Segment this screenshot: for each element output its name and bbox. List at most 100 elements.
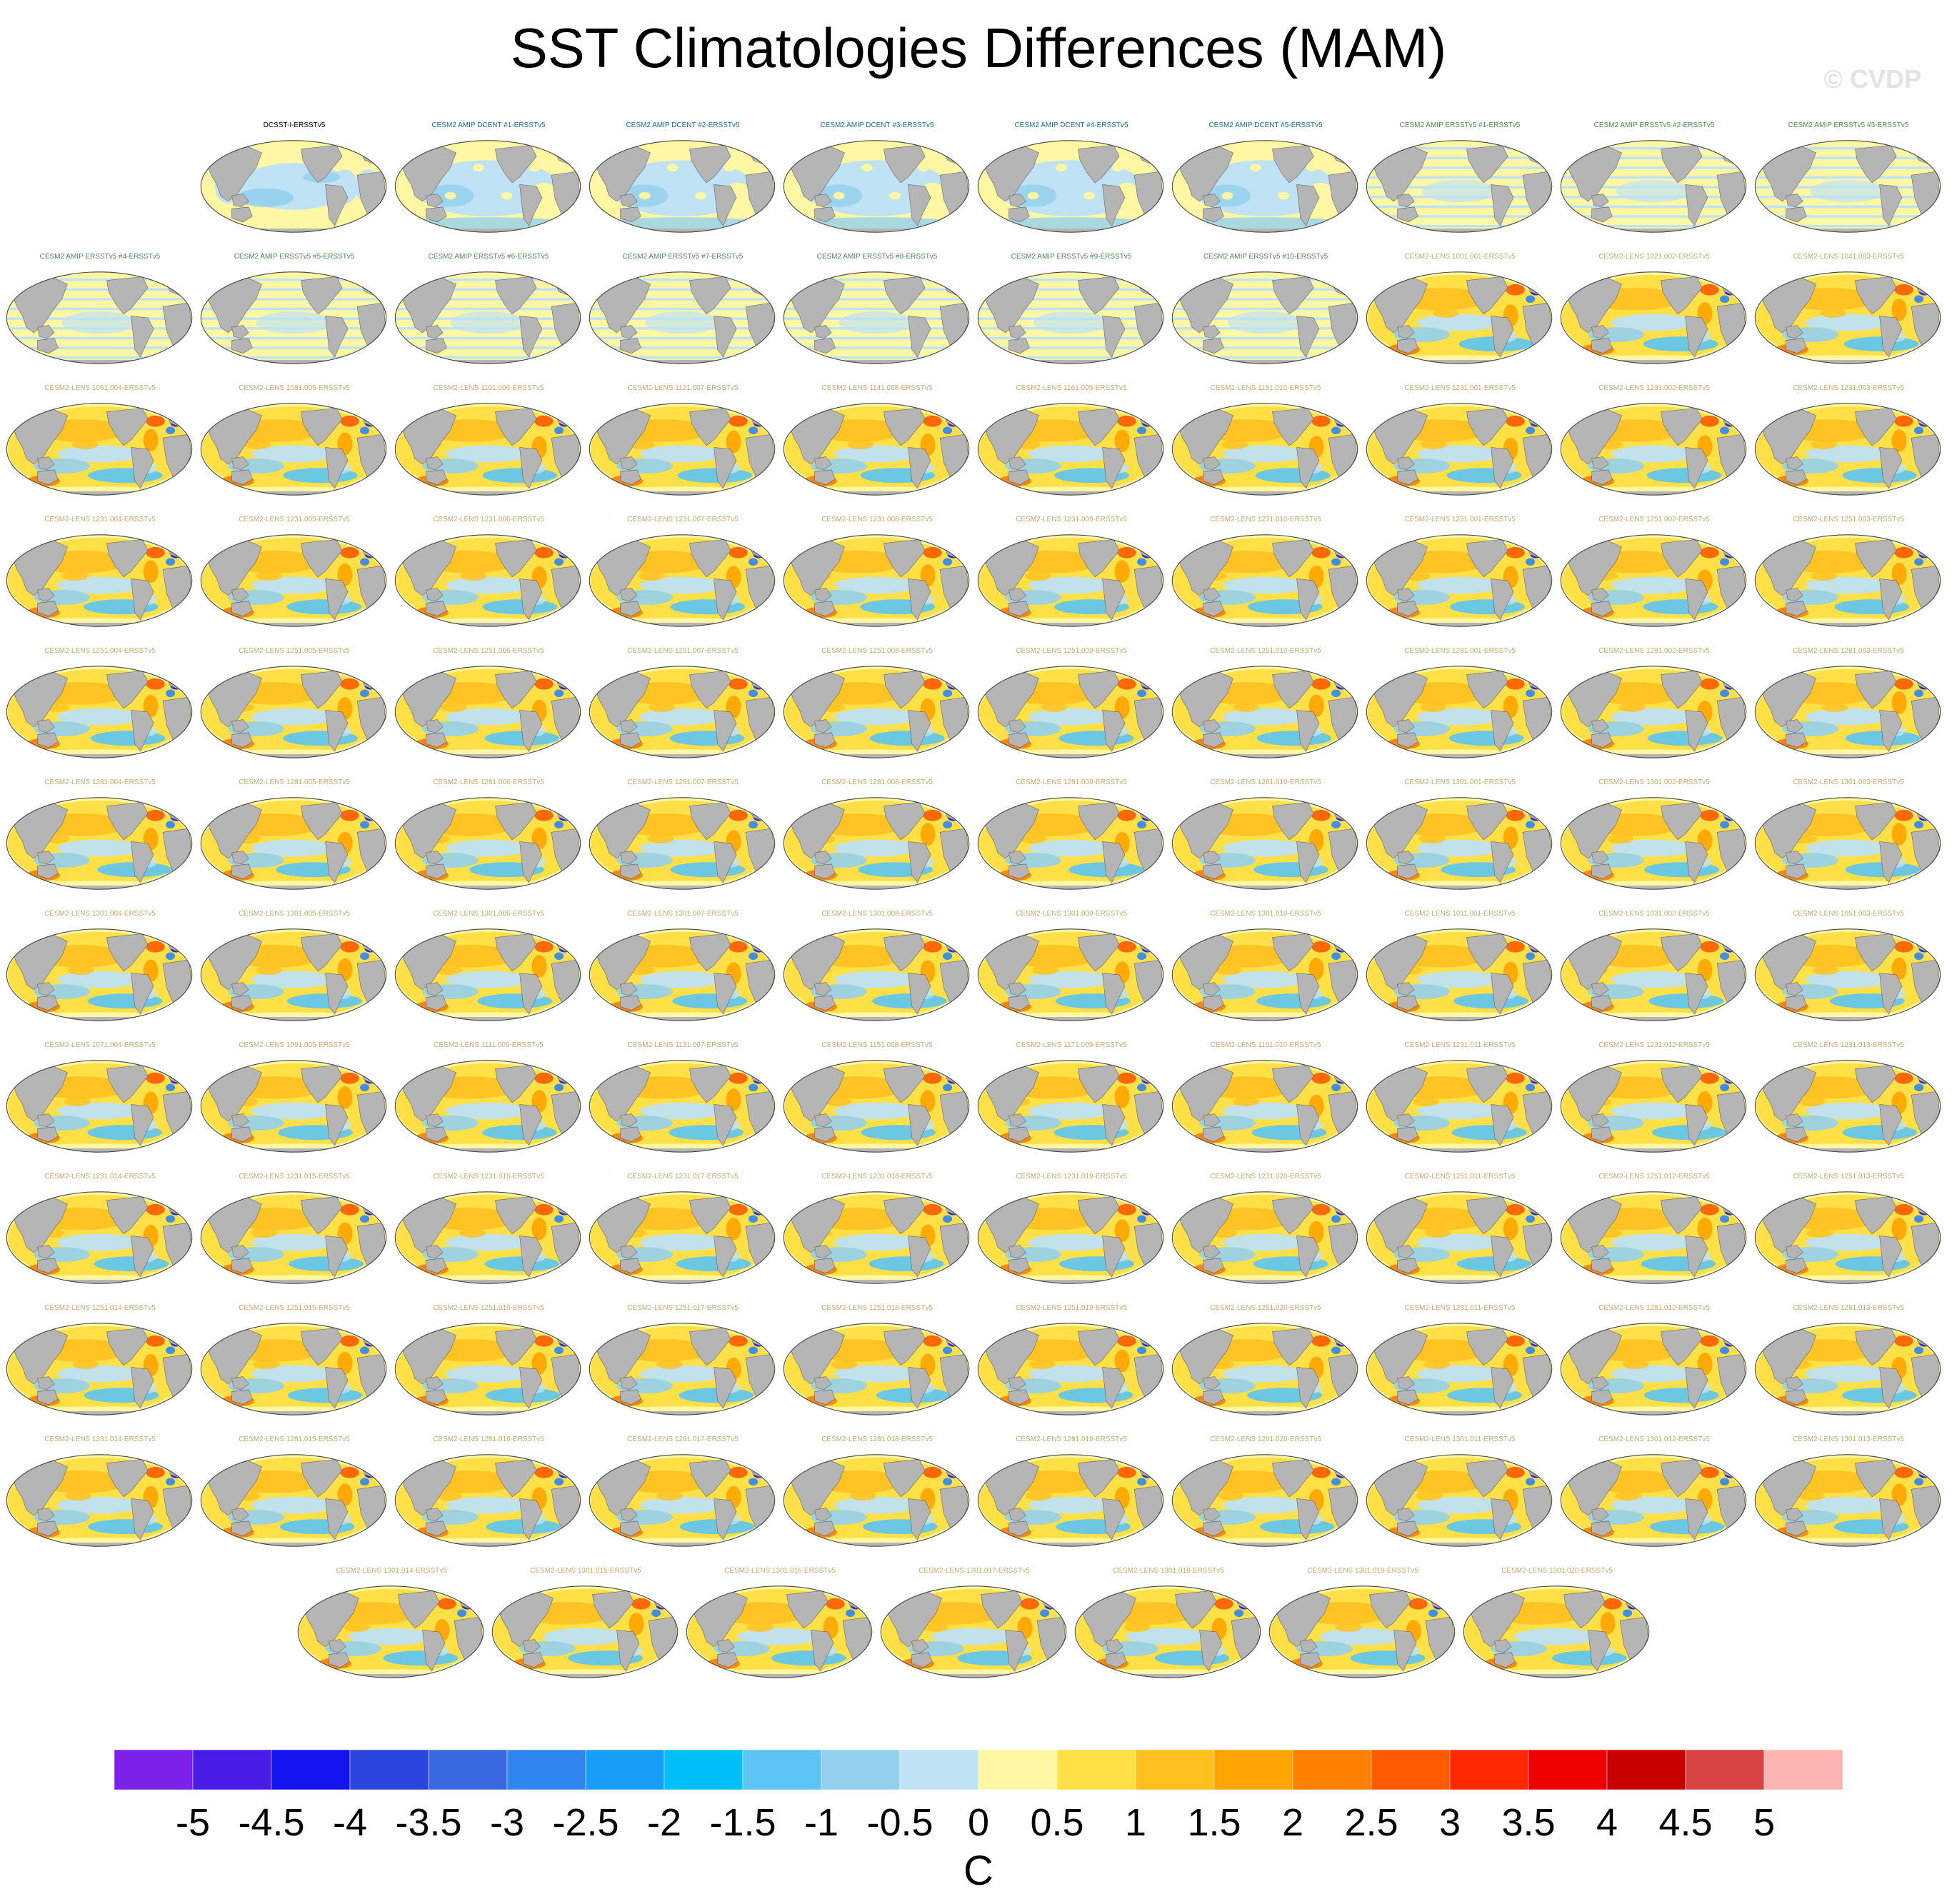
sst-difference-map	[977, 534, 1164, 627]
sst-difference-map	[6, 403, 193, 496]
sst-difference-map	[1366, 534, 1553, 627]
sst-difference-map	[6, 534, 193, 627]
map-panel: CESM2-LENS 1231.004-ERSSTv5	[6, 516, 194, 636]
panel-title: CESM2-LENS 1301.002-ERSSTv5	[1598, 778, 1710, 786]
panel-title: CESM2-LENS 1231.014-ERSSTv5	[44, 1173, 156, 1181]
map-panel: CESM2 AMIP DCENT #5-ERSSTv5	[1171, 121, 1360, 241]
panel-title: CESM2-LENS 1081.005-ERSSTv5	[239, 384, 350, 392]
colorbar-swatch	[978, 1750, 1058, 1790]
sst-difference-map	[297, 1585, 484, 1678]
colorbar-tick-label: 5	[1753, 1801, 1775, 1844]
sst-difference-map	[1366, 271, 1553, 364]
sst-difference-map	[200, 1191, 387, 1284]
panel-title: CESM2-LENS 1281.004-ERSSTv5	[44, 778, 156, 786]
colorbar-swatch	[506, 1750, 586, 1790]
sst-difference-map	[589, 1323, 776, 1416]
map-panel: CESM2-LENS 1281.014-ERSSTv5	[6, 1435, 194, 1555]
sst-difference-map	[6, 1060, 193, 1153]
colorbar-swatch	[1371, 1750, 1451, 1790]
sst-difference-map	[1560, 1323, 1747, 1416]
map-panel: CESM2 AMIP ERSSTv5 #5-ERSSTv5	[200, 253, 389, 373]
sst-difference-map	[589, 403, 776, 496]
sst-difference-map	[880, 1585, 1067, 1678]
map-panel: CESM2-LENS 1161.009-ERSSTv5	[977, 384, 1166, 504]
panel-title: CESM2-LENS 1231.008-ERSSTv5	[821, 516, 933, 523]
map-panel: CESM2-LENS 1231.007-ERSSTv5	[589, 516, 777, 636]
sst-difference-map	[1171, 928, 1358, 1021]
panel-title: CESM2-LENS 1231.018-ERSSTv5	[821, 1173, 933, 1181]
panel-title: CESM2-LENS 1231.005-ERSSTv5	[239, 516, 350, 523]
panel-title: CESM2-LENS 1191.010-ERSSTv5	[1210, 1041, 1321, 1049]
panel-title: CESM2-LENS 1301.003-ERSSTv5	[1793, 778, 1904, 786]
panel-title: CESM2-LENS 1281.015-ERSSTv5	[239, 1435, 350, 1443]
sst-difference-map	[1754, 1454, 1941, 1547]
sst-difference-map	[1754, 666, 1941, 758]
map-panel: CESM2 AMIP ERSSTv5 #10-ERSSTv5	[1171, 253, 1360, 373]
colorbar-tick-label: 0.5	[1030, 1801, 1083, 1844]
sst-difference-map	[1754, 1191, 1941, 1284]
map-panel: CESM2-LENS 1251.010-ERSSTv5	[1171, 647, 1360, 767]
sst-difference-map	[1754, 534, 1941, 627]
sst-difference-map	[394, 1060, 581, 1153]
panel-title: CESM2-LENS 1231.019-ERSSTv5	[1016, 1173, 1127, 1181]
map-panel: CESM2-LENS 1301.020-ERSSTv5	[1463, 1567, 1651, 1687]
sst-difference-map	[200, 666, 387, 758]
panel-title: CESM2-LENS 1151.008-ERSSTv5	[821, 1041, 933, 1049]
panel-title: CESM2-LENS 1301.015-ERSSTv5	[530, 1567, 641, 1575]
panel-title: CESM2-LENS 1051.003-ERSSTv5	[1793, 910, 1904, 918]
map-panel: CESM2-LENS 1281.003-ERSSTv5	[1754, 647, 1943, 767]
sst-difference-map	[394, 403, 581, 496]
colorbar-swatch	[1763, 1750, 1843, 1790]
panel-title: CESM2-LENS 1231.010-ERSSTv5	[1210, 516, 1321, 523]
colorbar-tick-label: 4	[1596, 1801, 1618, 1844]
sst-difference-map	[1754, 928, 1941, 1021]
sst-difference-map	[589, 666, 776, 758]
panel-title: CESM2-LENS 1231.016-ERSSTv5	[433, 1173, 544, 1181]
panel-title: CESM2-LENS 1281.012-ERSSTv5	[1598, 1304, 1710, 1312]
panel-title: CESM2 AMIP ERSSTv5 #4-ERSSTv5	[39, 253, 161, 261]
sst-difference-map	[977, 928, 1164, 1021]
sst-difference-map	[977, 1454, 1164, 1547]
map-panel: CESM2-LENS 1251.018-ERSSTv5	[783, 1304, 971, 1424]
colorbar-swatch	[1685, 1750, 1765, 1790]
sst-difference-map	[589, 534, 776, 627]
map-panel: CESM2-LENS 1231.008-ERSSTv5	[783, 516, 971, 636]
panel-title: CESM2-LENS 1301.008-ERSSTv5	[821, 910, 933, 918]
map-panel: CESM2-LENS 1301.005-ERSSTv5	[200, 910, 389, 1030]
sst-difference-map	[394, 928, 581, 1021]
panel-title: CESM2-LENS 1231.006-ERSSTv5	[433, 516, 544, 523]
sst-difference-map	[783, 1060, 970, 1153]
map-panel: CESM2-LENS 1251.003-ERSSTv5	[1754, 516, 1943, 636]
sst-difference-map	[977, 666, 1164, 758]
map-panel: CESM2-LENS 1231.001-ERSSTv5	[1366, 384, 1554, 504]
panel-title: CESM2 AMIP DCENT #1-ERSSTv5	[431, 121, 546, 129]
sst-difference-map	[6, 271, 193, 364]
colorbar-swatch	[271, 1750, 351, 1790]
map-panel: CESM2-LENS 1281.002-ERSSTv5	[1560, 647, 1748, 767]
map-panel: CESM2-LENS 1231.018-ERSSTv5	[783, 1173, 971, 1293]
colorbar-tick-label: -5	[176, 1801, 210, 1844]
colorbar-tick-label: 2.5	[1344, 1801, 1398, 1844]
panel-title: CESM2-LENS 1161.009-ERSSTv5	[1016, 384, 1127, 392]
panel-title: CESM2-LENS 1001.001-ERSSTv5	[1404, 253, 1516, 261]
map-panel: CESM2-LENS 1231.002-ERSSTv5	[1560, 384, 1748, 504]
sst-difference-map	[686, 1585, 873, 1678]
colorbar-swatch	[1292, 1750, 1372, 1790]
panel-title: CESM2-LENS 1251.004-ERSSTv5	[44, 647, 156, 655]
map-panel: CESM2-LENS 1231.015-ERSSTv5	[200, 1173, 389, 1293]
panel-title: CESM2-LENS 1071.004-ERSSTv5	[44, 1041, 156, 1049]
sst-difference-map	[783, 534, 970, 627]
panel-title: CESM2-LENS 1121.007-ERSSTv5	[627, 384, 739, 392]
map-panel: CESM2-LENS 1281.015-ERSSTv5	[200, 1435, 389, 1555]
sst-difference-map	[783, 797, 970, 890]
panel-title: CESM2 AMIP ERSSTv5 #9-ERSSTv5	[1011, 253, 1132, 261]
colorbar-tick-label: 2	[1282, 1801, 1303, 1844]
sst-difference-map	[1366, 1323, 1553, 1416]
sst-difference-map	[783, 666, 970, 758]
map-panel: CESM2 AMIP ERSSTv5 #1-ERSSTv5	[1366, 121, 1554, 241]
sst-difference-map	[1754, 797, 1941, 890]
map-panel: CESM2-LENS 1141.008-ERSSTv5	[783, 384, 971, 504]
sst-difference-map	[394, 797, 581, 890]
panel-title: CESM2-LENS 1301.001-ERSSTv5	[1404, 778, 1516, 786]
sst-difference-map	[1754, 1060, 1941, 1153]
